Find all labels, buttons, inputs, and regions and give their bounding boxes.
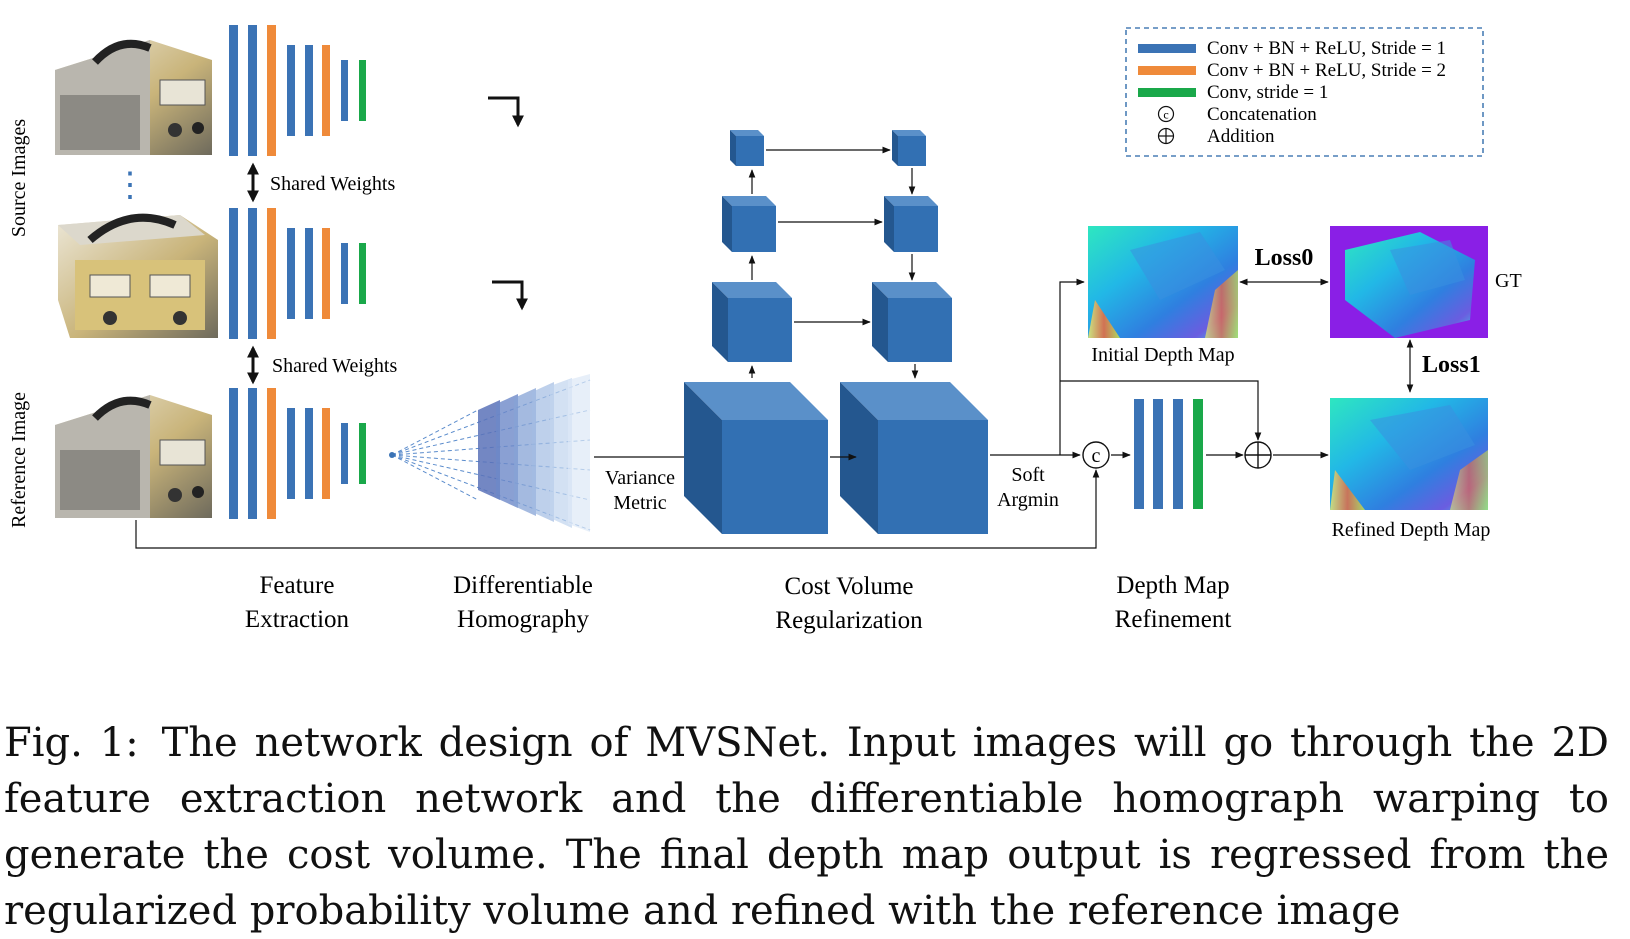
gt-label: GT [1495, 270, 1522, 292]
shared-weights-label-1: Shared Weights [270, 173, 395, 195]
refined-depth-map-label: Refined Depth Map [1332, 519, 1491, 541]
concat-symbol: c [1092, 445, 1101, 467]
variance-metric-label-1: Variance [605, 467, 675, 489]
legend-label-stride2: Conv + BN + ReLU, Stride = 2 [1207, 60, 1446, 81]
soft-argmin-label-2: Argmin [997, 489, 1059, 511]
refinement-net [1134, 399, 1203, 509]
source-image-1 [48, 28, 213, 155]
homography-volume [389, 374, 591, 532]
cube-right-tiny [892, 130, 926, 166]
refined-depth-map [1330, 398, 1488, 510]
shared-weights-label-2: Shared Weights [272, 355, 397, 377]
legend: c Conv + BN + ReLU, Stride = 1 Conv + BN… [1125, 27, 1484, 157]
addition-node [1244, 441, 1272, 469]
legend-label-conv: Conv, stride = 1 [1207, 82, 1328, 103]
stage-regularization-line2: Regularization [775, 607, 923, 634]
variance-metric-label-2: Metric [613, 492, 666, 514]
loss1-label: Loss1 [1422, 352, 1481, 378]
legend-label-addition: Addition [1207, 126, 1275, 147]
cube-right-large [840, 382, 988, 534]
stage-regularization-line1: Cost Volume [785, 573, 914, 600]
caption-figure-number: Fig. 1: [4, 720, 139, 766]
caption-text: The network design of MVSNet. Input imag… [4, 720, 1610, 934]
cube-left-medium [712, 282, 792, 362]
warp-arrow-2 [492, 280, 528, 311]
stage-homography-line1: Differentiable [453, 572, 593, 599]
ground-truth-depth-map [1330, 226, 1488, 338]
reference-image-label: Reference Image [8, 392, 30, 528]
figure-caption: Fig. 1: The network design of MVSNet. In… [4, 715, 1609, 939]
legend-label-concatenation: Concatenation [1207, 104, 1317, 125]
source-images-label: Source Images [8, 119, 30, 238]
reference-image [48, 388, 213, 518]
legend-label-stride1: Conv + BN + ReLU, Stride = 1 [1207, 38, 1446, 59]
soft-argmin-label-1: Soft [1011, 464, 1045, 486]
stage-refinement-line1: Depth Map [1116, 572, 1229, 599]
ellipsis-dots: ⋮ [113, 167, 147, 204]
stage-feature-line1: Feature [260, 572, 335, 599]
loss0-label: Loss0 [1255, 245, 1314, 271]
mvsnet-diagram: Source Images Reference Image ⋮ [8, 25, 1522, 634]
warp-arrow-1 [488, 96, 524, 128]
stage-feature-line2: Extraction [245, 606, 350, 633]
cube-left-small [722, 196, 776, 252]
cube-left-large [684, 382, 828, 534]
initial-depth-map [1088, 226, 1238, 338]
stage-homography-line2: Homography [457, 606, 589, 633]
concatenation-node: c [1082, 441, 1110, 469]
cube-left-tiny [730, 130, 764, 166]
feature-net-reference [229, 388, 366, 519]
feature-net-source-1 [229, 25, 366, 156]
cube-right-small [884, 196, 938, 252]
feature-net-source-2 [229, 208, 366, 339]
cost-volume-regularization [684, 130, 988, 534]
stage-refinement-line2: Refinement [1115, 606, 1232, 633]
svg-text:c: c [1163, 108, 1168, 122]
source-image-2 [48, 210, 218, 338]
cube-right-medium [872, 282, 952, 362]
initial-depth-map-label: Initial Depth Map [1091, 344, 1234, 366]
